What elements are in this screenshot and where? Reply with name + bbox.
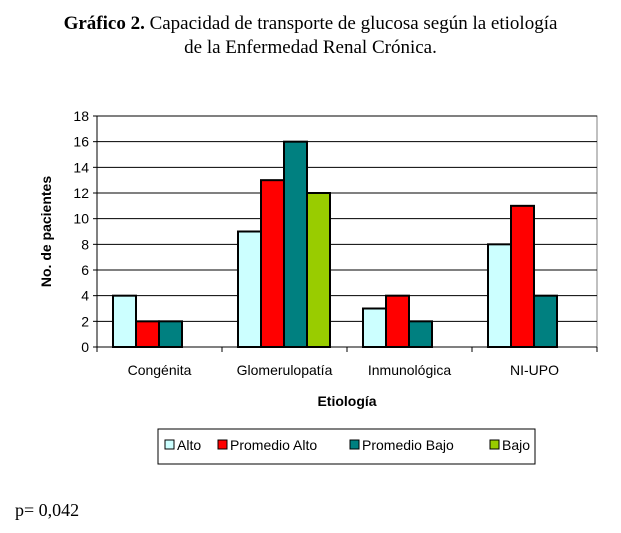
chart-title: Gráfico 2. Capacidad de transporte de gl… — [0, 12, 621, 60]
legend-label: Promedio Alto — [230, 437, 317, 453]
y-axis-title: No. de pacientes — [38, 176, 54, 287]
bar-alto — [237, 230, 262, 348]
bar-promedio-bajo — [533, 294, 558, 348]
y-tick-label: 2 — [81, 313, 89, 329]
bar-bajo — [306, 192, 331, 348]
bar-alto — [487, 243, 512, 348]
y-tick-label: 0 — [81, 339, 89, 355]
bar-promedio-alto — [260, 179, 285, 348]
bar-promedio-bajo — [283, 140, 308, 348]
y-tick-label: 18 — [73, 108, 89, 124]
title-bold: Gráfico 2. — [63, 13, 145, 34]
y-tick-label: 6 — [81, 262, 89, 278]
legend-label: Alto — [177, 437, 201, 453]
legend-swatch — [164, 439, 175, 450]
bar-promedio-bajo — [408, 320, 433, 349]
bar-promedio-alto — [510, 204, 535, 348]
x-tick-label: Glomerulopatía — [237, 362, 333, 378]
legend-label: Bajo — [502, 437, 530, 453]
bar-promedio-alto — [385, 294, 410, 348]
y-tick-label: 16 — [73, 134, 89, 150]
x-tick-label: NI-UPO — [510, 362, 559, 378]
title-text: Capacidad de transporte de glucosa según… — [149, 13, 558, 34]
x-tick-label: Inmunológica — [368, 362, 451, 378]
y-tick-label: 14 — [73, 159, 89, 175]
bar-alto — [362, 307, 387, 348]
x-tick-label: Congénita — [128, 362, 192, 378]
y-tick-label: 10 — [73, 211, 89, 227]
p-value: p= 0,042 — [15, 500, 80, 520]
bar-alto — [112, 294, 137, 348]
bar-promedio-bajo — [158, 320, 183, 349]
y-tick-label: 4 — [81, 288, 89, 304]
title-line2: de la Enfermedad Renal Crónica. — [184, 37, 437, 58]
y-tick-label: 8 — [81, 236, 89, 252]
y-tick-label: 12 — [73, 185, 89, 201]
x-axis-title: Etiología — [317, 393, 376, 409]
legend-swatch — [217, 439, 228, 450]
legend-swatch — [489, 439, 500, 450]
legend-swatch — [349, 439, 360, 450]
legend — [157, 428, 536, 465]
legend-label: Promedio Bajo — [362, 437, 454, 453]
bar-promedio-alto — [135, 320, 160, 349]
